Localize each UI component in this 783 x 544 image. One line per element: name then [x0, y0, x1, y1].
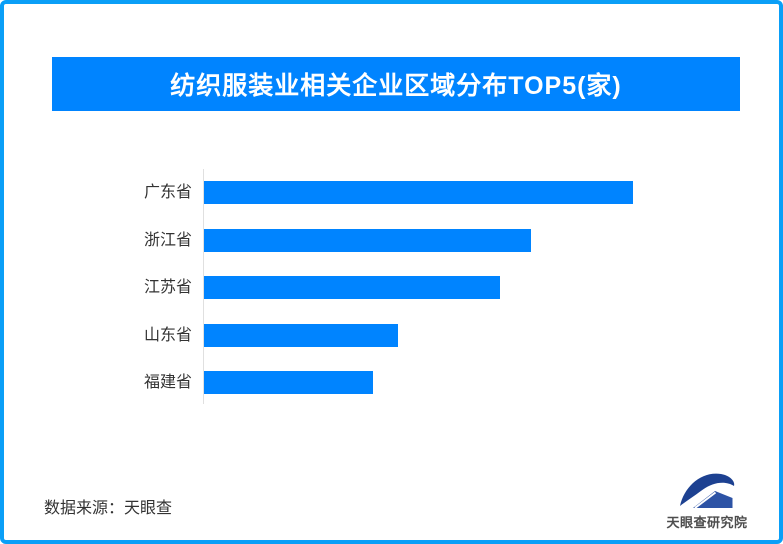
bar-rows: 广东省 浙江省 江苏省 山东省 — [44, 181, 744, 394]
chart-title-banner: 纺织服装业相关企业区域分布TOP5(家) — [52, 57, 740, 111]
logo-text: 天眼查研究院 — [666, 515, 748, 530]
category-label: 福建省 — [143, 374, 192, 391]
category-label: 浙江省 — [143, 231, 192, 249]
bar-track — [204, 276, 744, 299]
bar-track — [204, 228, 744, 252]
chart-title: 纺织服装业相关企业区域分布TOP5(家) — [170, 72, 622, 100]
bar-track — [204, 181, 744, 204]
y-axis-line — [203, 169, 204, 404]
category-label: 山东省 — [143, 326, 192, 344]
bar-shandong — [204, 323, 398, 347]
bar-track — [204, 323, 744, 347]
bar-row: 江苏省 — [44, 276, 744, 299]
data-source-text: 数据来源：天眼查 — [44, 500, 173, 517]
bar-track — [204, 371, 744, 394]
bar-row: 广东省 — [44, 181, 744, 204]
bar-jiangsu — [204, 276, 500, 299]
category-label: 广东省 — [143, 184, 192, 201]
bar-fujian — [204, 371, 373, 394]
tianyancha-eye-icon — [680, 473, 735, 509]
bar-chart: 广东省 浙江省 江苏省 山东省 — [44, 169, 744, 404]
logo-house-shape — [693, 491, 733, 508]
tianyancha-research-logo: 天眼查研究院 — [652, 466, 762, 531]
bar-row: 浙江省 — [44, 228, 744, 252]
bar-zhejiang — [204, 228, 531, 252]
category-label: 江苏省 — [143, 279, 192, 296]
bar-guangdong — [204, 181, 633, 204]
bar-row: 福建省 — [44, 371, 744, 394]
bar-row: 山东省 — [44, 323, 744, 347]
logo-house-highlight — [694, 491, 717, 509]
logo-swoosh-shape — [680, 473, 735, 506]
